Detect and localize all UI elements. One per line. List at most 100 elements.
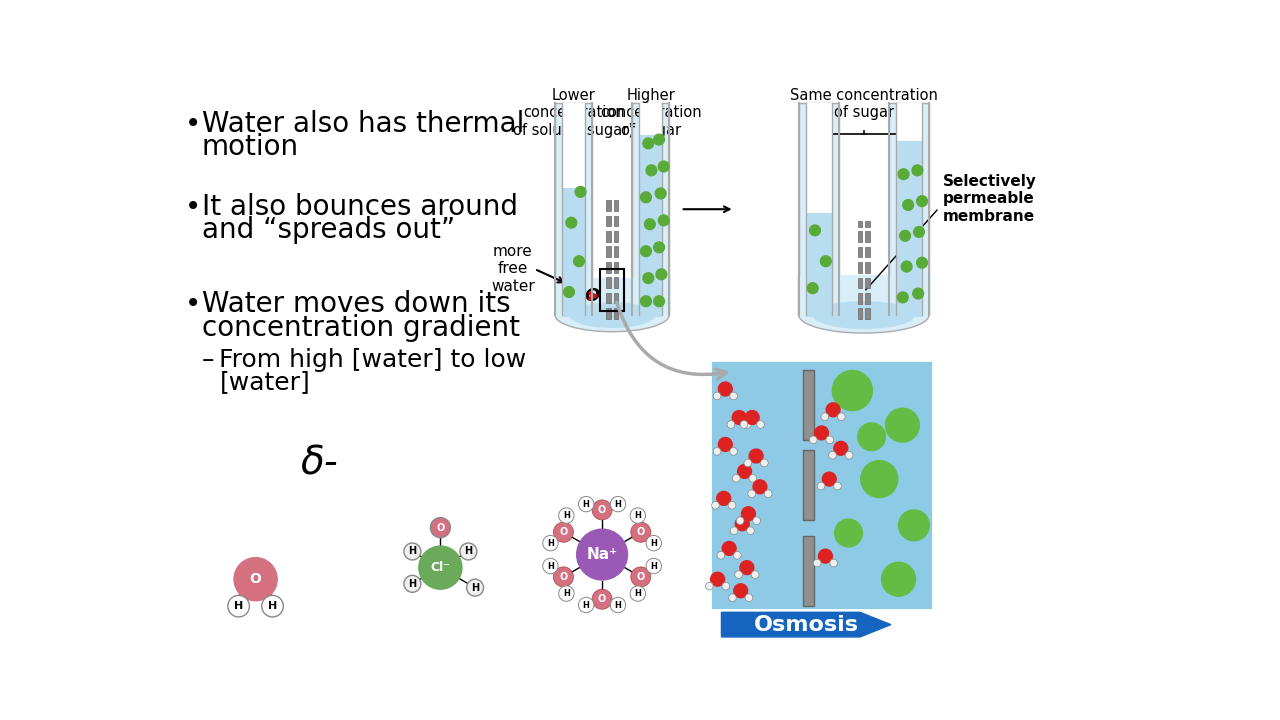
Circle shape [748, 490, 755, 498]
Circle shape [722, 541, 736, 555]
Circle shape [833, 482, 841, 490]
Circle shape [646, 165, 657, 176]
Text: motion: motion [202, 132, 298, 161]
Circle shape [658, 161, 669, 172]
Circle shape [228, 595, 250, 617]
Circle shape [630, 508, 645, 523]
Text: O: O [250, 572, 261, 586]
Text: From high [water] to low: From high [water] to low [219, 348, 526, 372]
Circle shape [730, 448, 737, 455]
Circle shape [899, 510, 929, 541]
Circle shape [654, 242, 664, 253]
Circle shape [718, 438, 732, 451]
Circle shape [577, 529, 627, 580]
Circle shape [813, 559, 820, 567]
Circle shape [730, 527, 737, 534]
Circle shape [404, 543, 421, 560]
Text: Water also has thermal: Water also has thermal [202, 109, 524, 138]
Circle shape [262, 595, 283, 617]
Circle shape [640, 246, 652, 256]
Circle shape [566, 217, 577, 228]
Bar [639, 104, 662, 135]
Circle shape [886, 408, 919, 442]
Bar [896, 104, 922, 141]
Bar [806, 104, 832, 213]
Ellipse shape [556, 299, 669, 332]
Text: H: H [582, 500, 590, 508]
Circle shape [658, 215, 669, 226]
Bar [806, 307, 922, 317]
Circle shape [646, 558, 662, 574]
Circle shape [732, 410, 746, 424]
Text: O: O [598, 594, 607, 604]
Circle shape [829, 559, 837, 567]
Text: H: H [563, 511, 570, 520]
Circle shape [810, 225, 820, 235]
Bar [562, 307, 662, 317]
Circle shape [543, 536, 558, 551]
Circle shape [593, 589, 612, 609]
Circle shape [430, 518, 451, 538]
FancyBboxPatch shape [799, 104, 838, 315]
Circle shape [749, 449, 763, 463]
Circle shape [897, 292, 909, 303]
Circle shape [579, 598, 594, 613]
Ellipse shape [799, 297, 929, 333]
Circle shape [643, 273, 654, 284]
Text: It also bounces around: It also bounces around [202, 193, 517, 220]
Bar [605, 277, 611, 288]
Circle shape [914, 227, 924, 238]
Text: more
free
water: more free water [492, 244, 535, 294]
FancyBboxPatch shape [556, 104, 593, 315]
Circle shape [845, 451, 852, 459]
Circle shape [817, 482, 824, 490]
Circle shape [861, 461, 897, 498]
Circle shape [713, 392, 721, 400]
Circle shape [575, 186, 586, 197]
Bar [613, 246, 618, 257]
Circle shape [655, 188, 666, 199]
Bar [600, 269, 625, 311]
Text: Higher
concentration
of sugar: Higher concentration of sugar [600, 88, 701, 138]
Circle shape [735, 517, 749, 531]
Circle shape [745, 594, 753, 601]
Text: O: O [436, 523, 444, 533]
Text: O: O [636, 527, 645, 537]
Circle shape [646, 536, 662, 551]
Circle shape [835, 519, 863, 547]
Bar [865, 262, 870, 273]
Bar [605, 215, 611, 226]
Circle shape [733, 584, 748, 598]
Text: O: O [598, 505, 607, 515]
Circle shape [913, 165, 923, 176]
Circle shape [749, 474, 756, 482]
Circle shape [630, 586, 645, 601]
Text: H: H [408, 546, 416, 557]
Circle shape [644, 219, 655, 230]
Text: Selectively
permeable
membrane: Selectively permeable membrane [943, 174, 1037, 223]
Circle shape [643, 138, 654, 149]
Circle shape [717, 492, 731, 505]
Circle shape [818, 549, 832, 563]
Bar [710, 360, 933, 610]
Text: H₂O: H₂O [562, 287, 600, 305]
Circle shape [579, 496, 594, 512]
Circle shape [899, 168, 909, 179]
FancyBboxPatch shape [888, 104, 929, 315]
Bar [613, 308, 618, 319]
Circle shape [902, 199, 914, 210]
Circle shape [611, 496, 626, 512]
Bar [797, 275, 931, 315]
Text: H: H [582, 600, 590, 610]
Circle shape [640, 192, 652, 202]
Circle shape [558, 586, 573, 601]
Text: Cl⁻: Cl⁻ [430, 561, 451, 574]
Circle shape [808, 283, 818, 294]
Bar [858, 277, 863, 288]
Bar [865, 247, 870, 258]
Bar [605, 262, 611, 273]
Bar [858, 221, 863, 227]
Bar [639, 135, 662, 315]
Circle shape [741, 507, 755, 521]
Bar [865, 293, 870, 304]
